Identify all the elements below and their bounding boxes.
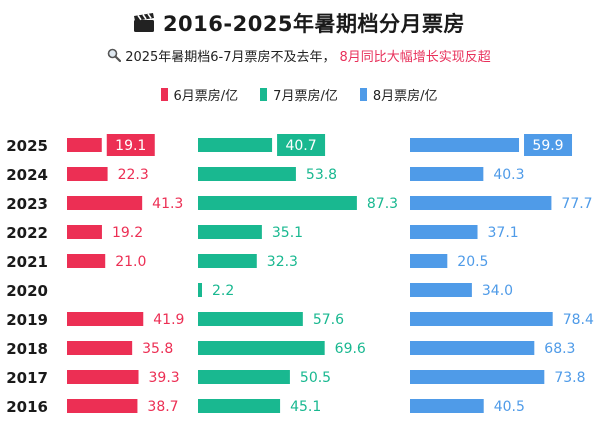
- bar-june-2022: [67, 225, 102, 239]
- bar-june-2016: [67, 399, 138, 413]
- data-label-august-2020: 34.0: [482, 283, 513, 299]
- data-label-august-2023: 77.7: [561, 196, 592, 212]
- bar-august-2025: [410, 138, 520, 152]
- subtitle-row: 2025年暑期档6-7月票房不及去年， 8月同比大幅增长实现反超: [0, 44, 598, 66]
- bar-august-2017: [410, 370, 545, 384]
- chart-title: 2016-2025年暑期档分月票房: [162, 12, 466, 36]
- data-label-august-2018: 68.3: [544, 341, 575, 357]
- data-label-august-2019: 78.4: [563, 312, 594, 328]
- data-label-july-2025: 40.7: [285, 138, 316, 154]
- legend: 6月票房/亿 7月票房/亿 8月票房/亿: [0, 84, 598, 104]
- data-label-july-2024: 53.8: [306, 167, 337, 183]
- data-label-july-2016: 45.1: [290, 399, 321, 415]
- data-label-august-2021: 20.5: [457, 254, 488, 270]
- title-row: 2016-2025年暑期档分月票房: [0, 8, 598, 38]
- legend-item-july: 7月票房/亿: [260, 84, 338, 104]
- subtitle-part-1: 2025年暑期档6-7月票房不及去年，: [125, 49, 336, 65]
- bar-june-2019: [67, 312, 144, 326]
- bar-july-2021: [198, 254, 257, 268]
- data-label-june-2022: 19.2: [112, 225, 143, 241]
- legend-label-august: 8月票房/亿: [372, 88, 438, 104]
- bar-august-2023: [410, 196, 552, 210]
- data-label-july-2022: 35.1: [272, 225, 303, 241]
- bar-august-2021: [410, 254, 448, 268]
- data-label-june-2024: 22.3: [118, 167, 149, 183]
- bar-june-2018: [67, 341, 133, 355]
- y-tick-label-2025: 2025: [6, 137, 48, 155]
- data-label-july-2023: 87.3: [367, 196, 398, 212]
- data-label-june-2019: 41.9: [153, 312, 184, 328]
- legend-swatch-june: [160, 87, 168, 101]
- y-tick-label-2016: 2016: [6, 398, 48, 416]
- bar-july-2016: [198, 399, 281, 413]
- data-label-august-2022: 37.1: [488, 225, 519, 241]
- subtitle-part-2: 8月同比大幅增长实现反超: [339, 49, 491, 65]
- bar-july-2020: [198, 283, 203, 297]
- bar-june-2023: [67, 196, 143, 210]
- legend-swatch-july: [260, 87, 268, 101]
- bar-july-2019: [198, 312, 303, 326]
- bar-july-2017: [198, 370, 290, 384]
- bar-august-2020: [410, 283, 472, 297]
- data-label-august-2017: 73.8: [554, 370, 585, 386]
- bar-june-2025: [67, 138, 102, 152]
- data-label-august-2016: 40.5: [494, 399, 525, 415]
- bar-august-2018: [410, 341, 535, 355]
- y-tick-label-2021: 2021: [6, 253, 48, 271]
- highlight-box-june-2025: [106, 134, 155, 156]
- data-label-august-2024: 40.3: [493, 167, 524, 183]
- bar-august-2019: [410, 312, 553, 326]
- highlight-box-july-2025: [277, 134, 326, 156]
- data-label-july-2019: 57.6: [313, 312, 344, 328]
- y-tick-label-2023: 2023: [6, 195, 48, 213]
- bar-july-2022: [198, 225, 262, 239]
- highlight-box-august-2025: [524, 134, 573, 156]
- y-tick-label-2022: 2022: [6, 224, 48, 242]
- legend-label-july: 7月票房/亿: [273, 88, 338, 104]
- data-label-july-2020: 2.2: [212, 283, 234, 299]
- bar-june-2017: [67, 370, 139, 384]
- bar-july-2025: [198, 138, 273, 152]
- data-label-june-2017: 39.3: [149, 370, 180, 386]
- data-label-july-2021: 32.3: [267, 254, 298, 270]
- y-tick-label-2018: 2018: [6, 340, 48, 358]
- y-tick-label-2024: 2024: [6, 166, 48, 184]
- data-label-june-2021: 21.0: [115, 254, 146, 270]
- data-label-june-2023: 41.3: [152, 196, 183, 212]
- data-label-july-2017: 50.5: [300, 370, 331, 386]
- data-label-june-2016: 38.7: [147, 399, 178, 415]
- y-tick-label-2019: 2019: [6, 311, 48, 329]
- legend-item-june: 6月票房/亿: [160, 84, 239, 104]
- data-label-june-2025: 19.1: [115, 138, 146, 154]
- bar-august-2016: [410, 399, 484, 413]
- bar-june-2021: [67, 254, 106, 268]
- clapperboard-icon: [133, 13, 154, 32]
- bar-august-2024: [410, 167, 484, 181]
- bar-august-2022: [410, 225, 478, 239]
- search-icon: [107, 48, 122, 62]
- bar-july-2018: [198, 341, 325, 355]
- bar-july-2023: [198, 196, 357, 210]
- data-label-august-2025: 59.9: [532, 138, 563, 154]
- bar-july-2024: [198, 167, 296, 181]
- y-tick-label-2017: 2017: [6, 369, 48, 387]
- data-label-july-2018: 69.6: [335, 341, 366, 357]
- legend-label-june: 6月票房/亿: [173, 88, 239, 104]
- legend-item-august: 8月票房/亿: [359, 84, 438, 104]
- y-tick-label-2020: 2020: [6, 282, 48, 300]
- legend-swatch-august: [359, 87, 367, 101]
- bar-june-2024: [67, 167, 108, 181]
- data-label-june-2018: 35.8: [142, 341, 173, 357]
